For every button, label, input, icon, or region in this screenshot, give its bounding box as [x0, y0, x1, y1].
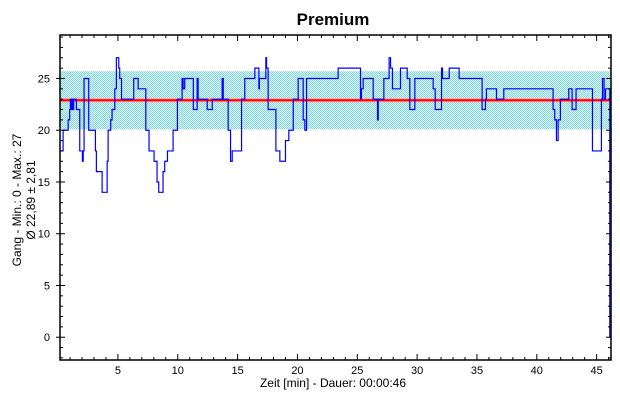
y-axis-label-line1: Gang - Min.: 0 - Max.: 27	[10, 133, 24, 266]
x-tick-label: 5	[115, 365, 121, 377]
y-tick-label: 10	[38, 229, 50, 241]
y-tick-label: 25	[38, 73, 50, 85]
x-tick-label: 25	[351, 365, 363, 377]
series-line	[60, 57, 611, 338]
chart-title: Premium	[297, 10, 370, 29]
plot-area: 0 5 10 15 20 25 5 10 15 20 25 30 35 40 45	[38, 34, 612, 377]
y-tick-label: 15	[38, 177, 50, 189]
y-tick-label: 0	[44, 332, 50, 344]
x-axis-label: Zeit [min] - Dauer: 00:00:46	[260, 376, 406, 390]
x-tick-label: 30	[411, 365, 423, 377]
x-tick-label: 20	[291, 365, 303, 377]
x-tick-label: 45	[591, 365, 603, 377]
y-tick-label: 20	[38, 125, 50, 137]
x-tick-label: 40	[531, 365, 543, 377]
y-tick-label: 5	[44, 280, 50, 292]
plot-frame	[59, 34, 612, 361]
x-tick-label: 35	[471, 365, 483, 377]
x-tick-label: 15	[231, 365, 243, 377]
y-axis-label-line2: Ø 22,89 ± 2,81	[24, 160, 38, 240]
x-tick-label: 10	[172, 365, 184, 377]
